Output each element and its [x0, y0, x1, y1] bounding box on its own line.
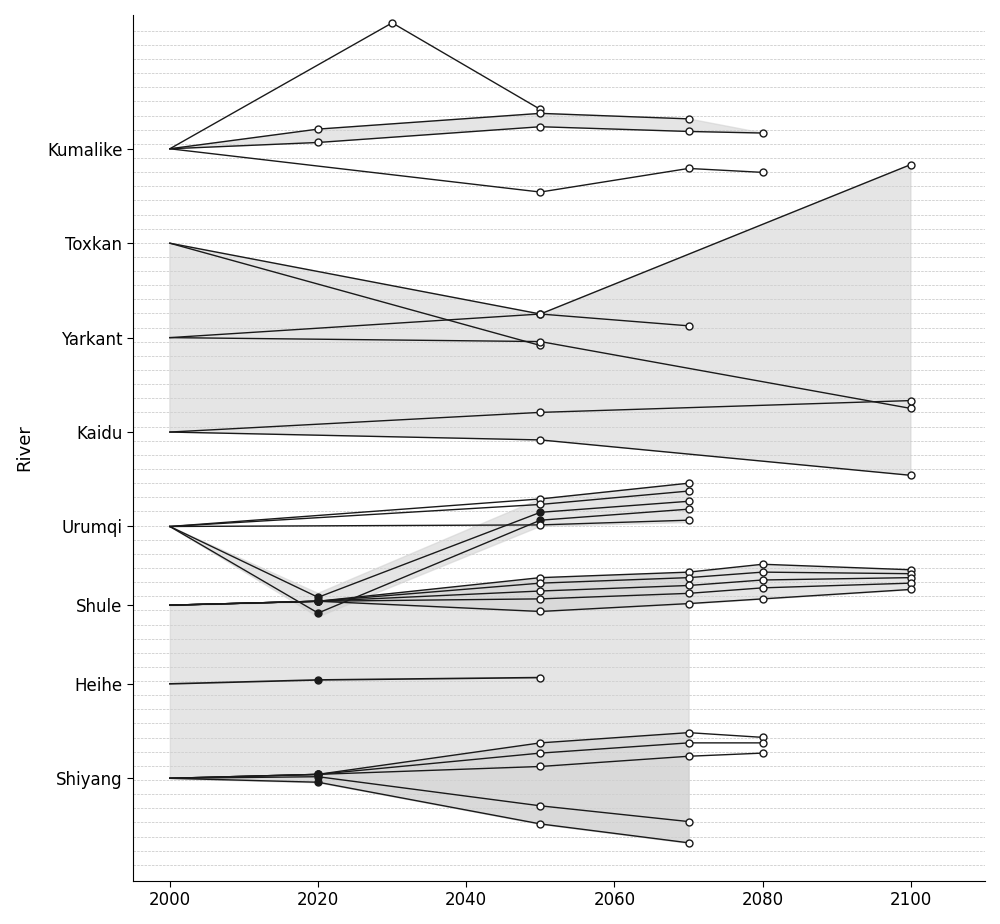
- Polygon shape: [170, 483, 689, 617]
- Polygon shape: [170, 114, 763, 149]
- Polygon shape: [170, 164, 911, 475]
- Y-axis label: River: River: [15, 424, 33, 471]
